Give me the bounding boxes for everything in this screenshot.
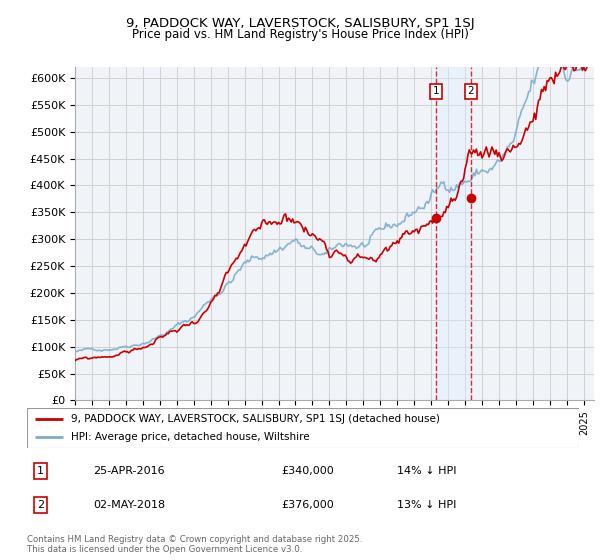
Text: Price paid vs. HM Land Registry's House Price Index (HPI): Price paid vs. HM Land Registry's House …: [131, 28, 469, 41]
Text: 13% ↓ HPI: 13% ↓ HPI: [397, 500, 456, 510]
Text: 02-MAY-2018: 02-MAY-2018: [93, 500, 166, 510]
Text: Contains HM Land Registry data © Crown copyright and database right 2025.
This d: Contains HM Land Registry data © Crown c…: [27, 535, 362, 554]
Text: £340,000: £340,000: [281, 466, 334, 476]
Text: 2: 2: [467, 86, 474, 96]
Text: 14% ↓ HPI: 14% ↓ HPI: [397, 466, 457, 476]
Text: 1: 1: [433, 86, 439, 96]
Text: £376,000: £376,000: [281, 500, 334, 510]
FancyBboxPatch shape: [27, 408, 579, 448]
Text: HPI: Average price, detached house, Wiltshire: HPI: Average price, detached house, Wilt…: [71, 432, 310, 442]
Text: 1: 1: [37, 466, 44, 476]
Bar: [436, 67, 471, 400]
Text: 2: 2: [37, 500, 44, 510]
Text: 9, PADDOCK WAY, LAVERSTOCK, SALISBURY, SP1 1SJ: 9, PADDOCK WAY, LAVERSTOCK, SALISBURY, S…: [125, 17, 475, 30]
Text: 25-APR-2016: 25-APR-2016: [93, 466, 165, 476]
Text: 9, PADDOCK WAY, LAVERSTOCK, SALISBURY, SP1 1SJ (detached house): 9, PADDOCK WAY, LAVERSTOCK, SALISBURY, S…: [71, 414, 440, 423]
